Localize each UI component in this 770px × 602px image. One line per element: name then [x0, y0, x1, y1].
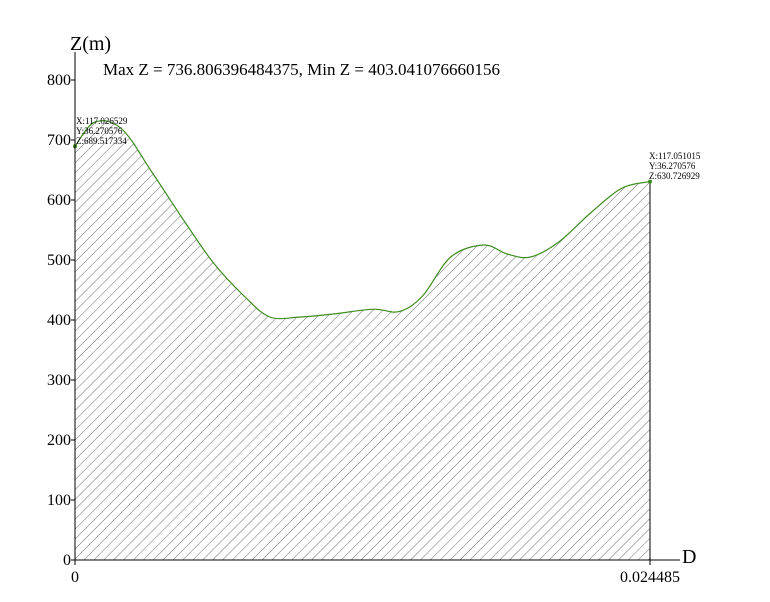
endpoint-end-x: X:117.051015 — [649, 151, 701, 161]
y-tick-label: 300 — [47, 372, 71, 389]
y-axis-title: Z(m) — [70, 33, 111, 55]
x-tick-label: 0 — [71, 569, 79, 586]
area-layer — [73, 120, 652, 560]
y-tick-label: 200 — [47, 432, 71, 449]
endpoint-end-y: Y:36.270576 — [649, 161, 696, 171]
y-tick-label: 500 — [47, 252, 71, 269]
y-tick-label: 700 — [47, 132, 71, 149]
y-ticks: 0 100 200 300 400 500 600 700 800 — [47, 72, 75, 569]
endpoint-label-start: X:117.026529 Y:36.270576 Z:689.517334 — [76, 116, 128, 146]
endpoint-label-end: X:117.051015 Y:36.270576 Z:630.726929 — [649, 151, 701, 181]
endpoint-start-y: Y:36.270576 — [76, 126, 123, 136]
y-tick-label: 400 — [47, 312, 71, 329]
y-tick-label: 0 — [63, 552, 71, 569]
endpoint-end-marker — [648, 179, 652, 184]
y-tick-label: 600 — [47, 192, 71, 209]
x-axis-title: D — [682, 546, 696, 568]
x-tick-label: 0.024485 — [620, 569, 680, 586]
endpoint-end-z: Z:630.726929 — [649, 171, 700, 181]
y-tick-label: 800 — [47, 72, 71, 89]
x-ticks: 0 0.024485 — [71, 560, 680, 586]
endpoint-start-z: Z:689.517334 — [76, 136, 127, 146]
profile-area-fill — [75, 120, 650, 560]
profile-line — [74, 120, 651, 320]
stats-text: Max Z = 736.806396484375, Min Z = 403.04… — [103, 60, 500, 79]
endpoint-start-x: X:117.026529 — [76, 116, 128, 126]
y-tick-label: 100 — [47, 492, 71, 509]
